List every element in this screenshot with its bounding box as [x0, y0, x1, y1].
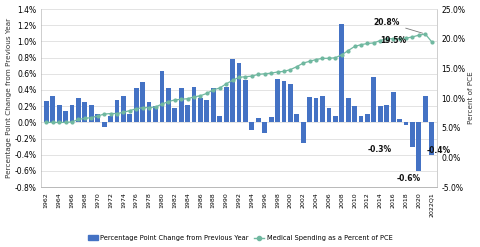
Bar	[429, 122, 434, 155]
Bar	[230, 59, 235, 122]
Bar	[127, 114, 132, 122]
Bar	[391, 92, 396, 122]
Bar	[339, 24, 344, 122]
Bar	[224, 87, 228, 122]
Bar	[359, 116, 363, 122]
Bar	[172, 108, 177, 122]
Bar	[410, 122, 415, 147]
Bar	[50, 97, 55, 122]
Bar	[204, 100, 209, 122]
Bar	[237, 63, 241, 122]
Bar	[372, 77, 376, 122]
Y-axis label: Percent of PCE: Percent of PCE	[468, 72, 474, 124]
Bar	[294, 114, 299, 122]
Bar	[153, 106, 158, 122]
Bar	[147, 102, 152, 122]
Legend: Percentage Point Change from Previous Year, Medical Spending as a Percent of PCE: Percentage Point Change from Previous Ye…	[85, 232, 395, 244]
Bar	[378, 106, 383, 122]
Bar	[115, 100, 120, 122]
Bar	[333, 116, 338, 122]
Bar	[275, 80, 280, 122]
Bar	[250, 122, 254, 130]
Bar	[397, 119, 402, 122]
Bar	[243, 80, 248, 122]
Bar	[256, 118, 261, 122]
Bar	[76, 98, 81, 122]
Bar	[262, 122, 267, 133]
Y-axis label: Percentage Point Change from Previous Year: Percentage Point Change from Previous Ye…	[6, 18, 12, 178]
Bar	[198, 98, 203, 122]
Bar	[63, 111, 68, 122]
Text: 19.5%: 19.5%	[380, 37, 407, 45]
Bar	[185, 104, 190, 122]
Bar	[352, 106, 357, 122]
Bar	[57, 104, 61, 122]
Bar	[326, 108, 331, 122]
Bar	[313, 98, 318, 122]
Bar	[108, 116, 113, 122]
Bar	[404, 122, 408, 125]
Bar	[134, 88, 139, 122]
Bar	[121, 97, 126, 122]
Bar	[166, 88, 171, 122]
Bar	[89, 105, 94, 122]
Bar	[307, 97, 312, 122]
Bar	[211, 88, 216, 122]
Bar	[102, 122, 107, 127]
Bar	[44, 101, 49, 122]
Bar	[217, 116, 222, 122]
Bar	[301, 122, 306, 143]
Bar	[179, 88, 184, 122]
Bar	[346, 98, 350, 122]
Bar	[288, 84, 293, 122]
Text: 20.8%: 20.8%	[374, 18, 422, 33]
Text: -0.3%: -0.3%	[368, 144, 392, 154]
Bar	[70, 104, 74, 122]
Text: -0.4%: -0.4%	[427, 146, 451, 155]
Bar	[423, 97, 428, 122]
Bar	[192, 87, 196, 122]
Bar	[320, 97, 325, 122]
Bar	[269, 117, 274, 122]
Bar	[83, 102, 87, 122]
Bar	[140, 82, 145, 122]
Bar	[282, 81, 287, 122]
Bar	[159, 71, 164, 122]
Bar	[384, 104, 389, 122]
Text: -0.6%: -0.6%	[396, 174, 420, 183]
Bar	[417, 122, 421, 171]
Bar	[365, 114, 370, 122]
Bar	[96, 114, 100, 122]
